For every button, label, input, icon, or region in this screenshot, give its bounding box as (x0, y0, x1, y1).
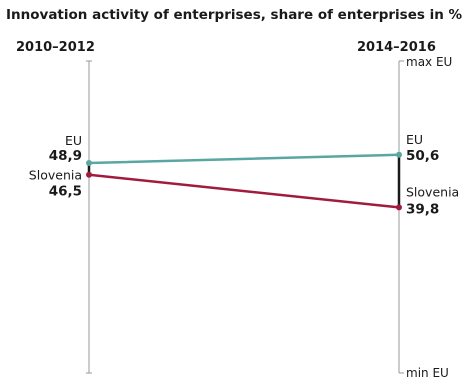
label-slovenia-name-right: Slovenia (406, 184, 459, 199)
chart-title: Innovation activity of enterprises, shar… (6, 7, 463, 23)
label-slovenia-name-left: Slovenia (29, 168, 82, 183)
label-slovenia-value-right: 39,8 (406, 201, 439, 217)
period-label-right: 2014–2016 (357, 40, 436, 55)
label-eu-value-left: 48,9 (49, 148, 82, 164)
data-point-slovenia-right (396, 204, 402, 211)
series-line-eu (87, 153, 401, 165)
data-point-eu-right (396, 151, 402, 158)
period-label-left: 2010–2012 (16, 40, 95, 55)
data-point-slovenia-left (86, 171, 92, 178)
label-eu-value-right: 50,6 (406, 148, 439, 164)
label-eu-name-left: EU (65, 133, 82, 148)
label-slovenia-value-left: 46,5 (49, 184, 82, 200)
axis-max-label: max EU (406, 55, 452, 69)
axis-min-label: min EU (406, 366, 449, 380)
label-eu-name-right: EU (406, 132, 423, 147)
data-point-eu-left (86, 160, 92, 167)
series-line-slovenia (87, 173, 401, 209)
